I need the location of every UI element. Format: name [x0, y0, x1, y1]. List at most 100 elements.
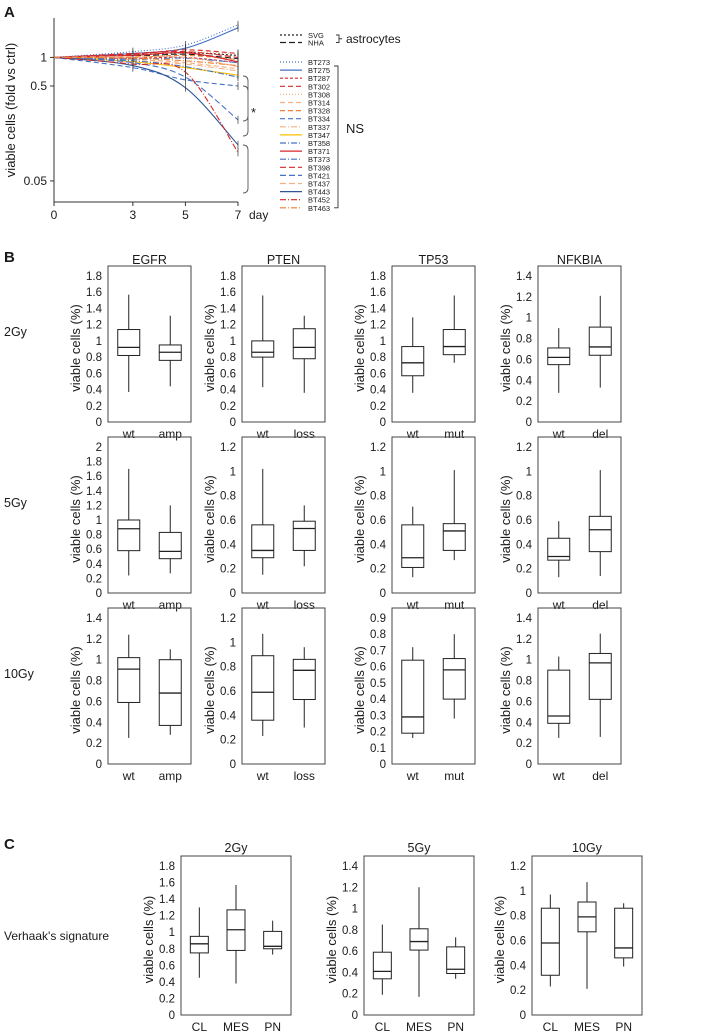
b-2gy-tp53-y-tick-label: 1.4	[370, 303, 387, 315]
b-2gy-tp53-y-tick-label: 0.4	[370, 385, 387, 397]
b-10gy-egfr-y-tick-label: 1	[96, 655, 102, 667]
row-label-2gy: 2Gy	[4, 325, 28, 339]
b-5gy-egfr-y-tick-label: 1.4	[86, 486, 103, 498]
b-2gy-egfr-y-tick-label: 0.2	[86, 401, 102, 413]
b-10gy-nfkbia-y-tick-label: 0.6	[516, 696, 532, 708]
legend-entry-bt373: BT373	[308, 155, 330, 164]
b-10gy-tp53-y-tick-label: 0.8	[370, 629, 386, 641]
c-10gy-y-axis-label: viable cells (%)	[492, 896, 507, 983]
b-2gy-egfr-y-tick-label: 1.6	[86, 287, 102, 299]
b-2gy-tp53-x-tick-label-wt: wt	[406, 427, 420, 441]
legend-entry-bt463: BT463	[308, 204, 330, 213]
b-5gy-tp53-y-tick-label: 0.8	[370, 491, 386, 503]
b-2gy-egfr-y-tick-label: 1	[96, 336, 102, 348]
b-5gy-tp53-y-tick-label: 0.4	[370, 539, 387, 551]
b-5gy-egfr-y-tick-label: 1.8	[86, 457, 102, 469]
b-5gy-egfr-y-tick-label: 1.2	[86, 500, 102, 512]
c-5gy-y-tick-label: 0.2	[342, 989, 358, 1001]
b-5gy-tp53-box-mut	[442, 523, 466, 551]
legend-entry-bt273: BT273	[308, 58, 330, 67]
b-5gy-tp53-y-tick-label: 0.6	[370, 515, 386, 527]
b-10gy-egfr-y-tick-label: 1.2	[86, 634, 102, 646]
b-5gy-tp53-y-tick-label: 0	[380, 588, 386, 600]
panel-label-c: C	[4, 836, 15, 853]
b-2gy-pten-y-tick-label: 1	[230, 336, 236, 348]
c-10gy-frame	[531, 855, 643, 1016]
b-10gy-nfkbia-box-del	[588, 652, 612, 700]
series-line-bt308	[53, 51, 239, 58]
b-10gy-tp53-y-tick-label: 0	[380, 759, 386, 771]
b-10gy-tp53-y-tick-label: 0.6	[370, 662, 386, 674]
c-10gy-x-tick-label-pn: PN	[615, 1020, 632, 1031]
b-10gy-nfkbia-frame	[537, 607, 622, 765]
series-line-bt273	[53, 24, 239, 58]
legend-entry-bt275: BT275	[308, 66, 330, 75]
c-title-5gy: 5Gy	[408, 841, 432, 855]
b-10gy-pten-y-tick-label: 0.4	[220, 710, 237, 722]
b-2gy-tp53-y-tick-label: 0.2	[370, 401, 386, 413]
legend-bracket-ns	[334, 65, 339, 209]
b-10gy-pten-y-tick-label: 0.6	[220, 686, 236, 698]
row-label-10gy: 10Gy	[4, 667, 35, 681]
b-10gy-nfkbia-x-tick-label-del: del	[592, 769, 608, 783]
c-5gy-y-tick-label: 1	[352, 904, 358, 916]
b-2gy-egfr-x-tick-label-wt: wt	[122, 427, 136, 441]
b-2gy-pten-x-tick-label-loss: loss	[294, 427, 315, 441]
b-5gy-nfkbia-frame	[537, 436, 622, 594]
c-2gy-y-tick-label: 1.2	[159, 911, 175, 923]
b-5gy-tp53-box-wt	[401, 524, 425, 568]
c-10gy-x-tick-label-mes: MES	[574, 1020, 600, 1031]
legend-entry-bt398: BT398	[308, 163, 330, 172]
y-tick-label: 0.5	[30, 79, 47, 93]
b-2gy-pten-y-tick-label: 1.8	[220, 271, 236, 283]
panel-c: C Verhaak's signature 2Gy 0 0.2 0.4 0.6 0.8 1 1.2…	[4, 836, 643, 1031]
b-2gy-pten-y-tick-label: 0.8	[220, 352, 236, 364]
c-10gy-box-pn	[614, 907, 634, 959]
b-2gy-egfr-x-tick-label-amp: amp	[159, 427, 183, 441]
b-2gy-pten-y-tick-label: 1.6	[220, 287, 236, 299]
b-5gy-egfr-y-tick-label: 0.6	[86, 544, 102, 556]
x-tick-label: 3	[130, 208, 137, 222]
b-2gy-tp53-box-mut	[442, 329, 466, 356]
b-5gy-pten-y-tick-label: 1.2	[220, 442, 236, 454]
b-2gy-egfr-y-axis-label: viable cells (%)	[68, 304, 83, 391]
b-5gy-tp53-x-tick-label-mut: mut	[444, 598, 465, 612]
series-line-bt337	[53, 56, 239, 72]
b-2gy-pten-y-tick-label: 0	[230, 417, 236, 429]
b-10gy-pten-y-tick-label: 1	[230, 637, 236, 649]
b-5gy-pten-y-tick-label: 0.6	[220, 515, 236, 527]
c-10gy-y-tick-label: 0.4	[510, 960, 527, 972]
b-10gy-nfkbia-box-wt	[547, 669, 571, 724]
col-title-pten: PTEN	[267, 253, 300, 267]
c-2gy-y-tick-label: 0.4	[159, 977, 176, 989]
b-2gy-egfr-y-tick-label: 1.2	[86, 320, 102, 332]
b-5gy-pten-y-tick-label: 0.2	[220, 564, 236, 576]
c-2gy-y-tick-label: 1	[169, 927, 175, 939]
b-5gy-nfkbia-box-del	[588, 515, 612, 553]
x-axis-label: day	[249, 208, 268, 222]
b-5gy-egfr-frame	[107, 436, 192, 594]
b-2gy-tp53-y-tick-label: 0	[380, 417, 386, 429]
b-2gy-tp53-y-tick-label: 1.2	[370, 320, 386, 332]
b-5gy-egfr-y-tick-label: 0.2	[86, 573, 102, 585]
b-10gy-pten-frame	[241, 607, 326, 765]
b-10gy-egfr-box-wt	[117, 657, 141, 703]
c-5gy-y-tick-label: 0.6	[342, 946, 358, 958]
b-2gy-egfr-y-tick-label: 0	[96, 417, 102, 429]
b-2gy-egfr-y-tick-label: 0.4	[86, 385, 103, 397]
b-10gy-nfkbia-y-tick-label: 0.4	[516, 717, 533, 729]
b-5gy-nfkbia-y-tick-label: 1.2	[516, 442, 532, 454]
x-tick-label: 0	[51, 208, 58, 222]
c-2gy-y-tick-label: 1.6	[159, 878, 175, 890]
legend-entry-bt443: BT443	[308, 188, 330, 197]
b-2gy-pten-y-tick-label: 0.6	[220, 368, 236, 380]
b-2gy-nfkbia-box-del	[588, 326, 612, 356]
b-10gy-egfr-y-tick-label: 0.8	[86, 676, 102, 688]
b-2gy-pten-box-wt	[251, 340, 275, 358]
b-2gy-nfkbia-y-axis-label: viable cells (%)	[498, 304, 513, 391]
legend-entry-nha: NHA	[308, 39, 324, 48]
c-5gy-y-axis-label: viable cells (%)	[324, 896, 339, 983]
x-tick-label: 7	[235, 208, 242, 222]
panel-a: A 1 0.5 0.05 0 3 5 7 day viable cells (fold vs ct…	[3, 4, 401, 222]
b-10gy-egfr-y-tick-label: 1.4	[86, 613, 103, 625]
